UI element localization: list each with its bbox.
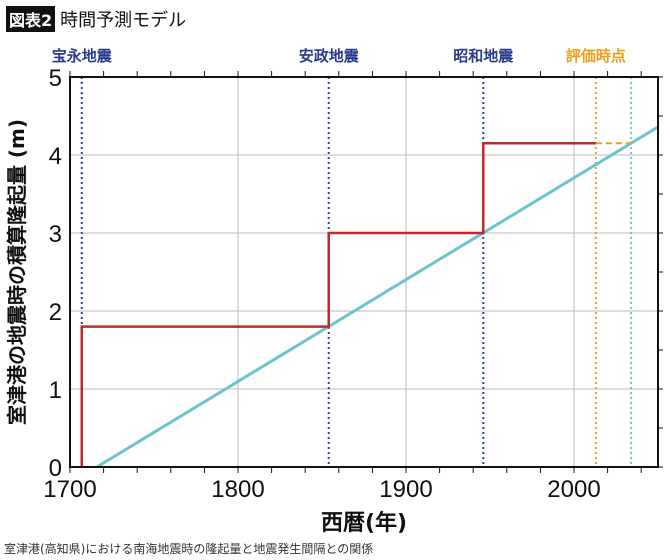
x-axis-label: 西暦(年) <box>321 510 407 536</box>
event-label: 安政地震 <box>299 47 360 65</box>
event-label: 昭和地震 <box>453 47 514 65</box>
event-label: 宝永地震 <box>52 47 113 65</box>
x-tick-label: 2000 <box>547 476 600 503</box>
figure-badge: 図表2 <box>6 6 56 32</box>
figure-title: 時間予測モデル <box>60 10 187 31</box>
y-tick-label: 1 <box>49 377 62 404</box>
y-tick-label: 0 <box>49 455 62 482</box>
event-label: 評価時点 <box>566 47 626 65</box>
trend-line <box>96 125 659 469</box>
uplift-step-line <box>80 142 596 467</box>
x-tick-label: 1900 <box>379 476 432 503</box>
y-tick-label: 5 <box>49 65 62 92</box>
y-axis-label: 室津港の地震時の積算隆起量 (m) <box>5 119 29 425</box>
y-tick-label: 3 <box>49 221 62 248</box>
caption: 室津港(高知県)における南海地震時の隆起量と地震発生間隔との関係 <box>4 542 374 556</box>
plot-frame <box>69 76 659 468</box>
header: 図表2 時間予測モデル <box>6 6 186 32</box>
x-tick-label: 1700 <box>43 476 96 503</box>
x-tick-label: 1800 <box>211 476 264 503</box>
y-tick-label: 4 <box>49 143 62 170</box>
y-tick-label: 2 <box>49 299 62 326</box>
